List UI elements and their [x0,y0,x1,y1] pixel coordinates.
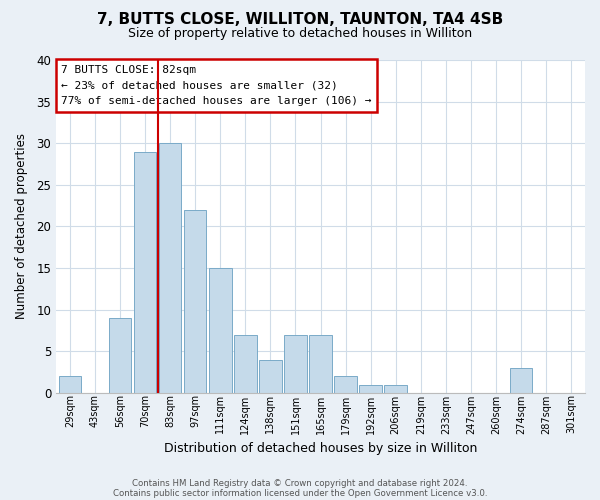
Y-axis label: Number of detached properties: Number of detached properties [15,134,28,320]
Bar [134,152,157,393]
Bar [309,334,332,393]
Text: 7, BUTTS CLOSE, WILLITON, TAUNTON, TA4 4SB: 7, BUTTS CLOSE, WILLITON, TAUNTON, TA4 4… [97,12,503,28]
Bar [510,368,532,393]
Bar [259,360,281,393]
Bar [284,334,307,393]
Bar [184,210,206,393]
Bar [359,384,382,393]
Bar [159,143,181,393]
Bar [59,376,81,393]
X-axis label: Distribution of detached houses by size in Williton: Distribution of detached houses by size … [164,442,477,455]
Text: Size of property relative to detached houses in Williton: Size of property relative to detached ho… [128,28,472,40]
Bar [334,376,357,393]
Text: 7 BUTTS CLOSE: 82sqm
← 23% of detached houses are smaller (32)
77% of semi-detac: 7 BUTTS CLOSE: 82sqm ← 23% of detached h… [61,65,372,106]
Bar [385,384,407,393]
Text: Contains public sector information licensed under the Open Government Licence v3: Contains public sector information licen… [113,488,487,498]
Bar [234,334,257,393]
Bar [209,268,232,393]
Bar [109,318,131,393]
Text: Contains HM Land Registry data © Crown copyright and database right 2024.: Contains HM Land Registry data © Crown c… [132,478,468,488]
